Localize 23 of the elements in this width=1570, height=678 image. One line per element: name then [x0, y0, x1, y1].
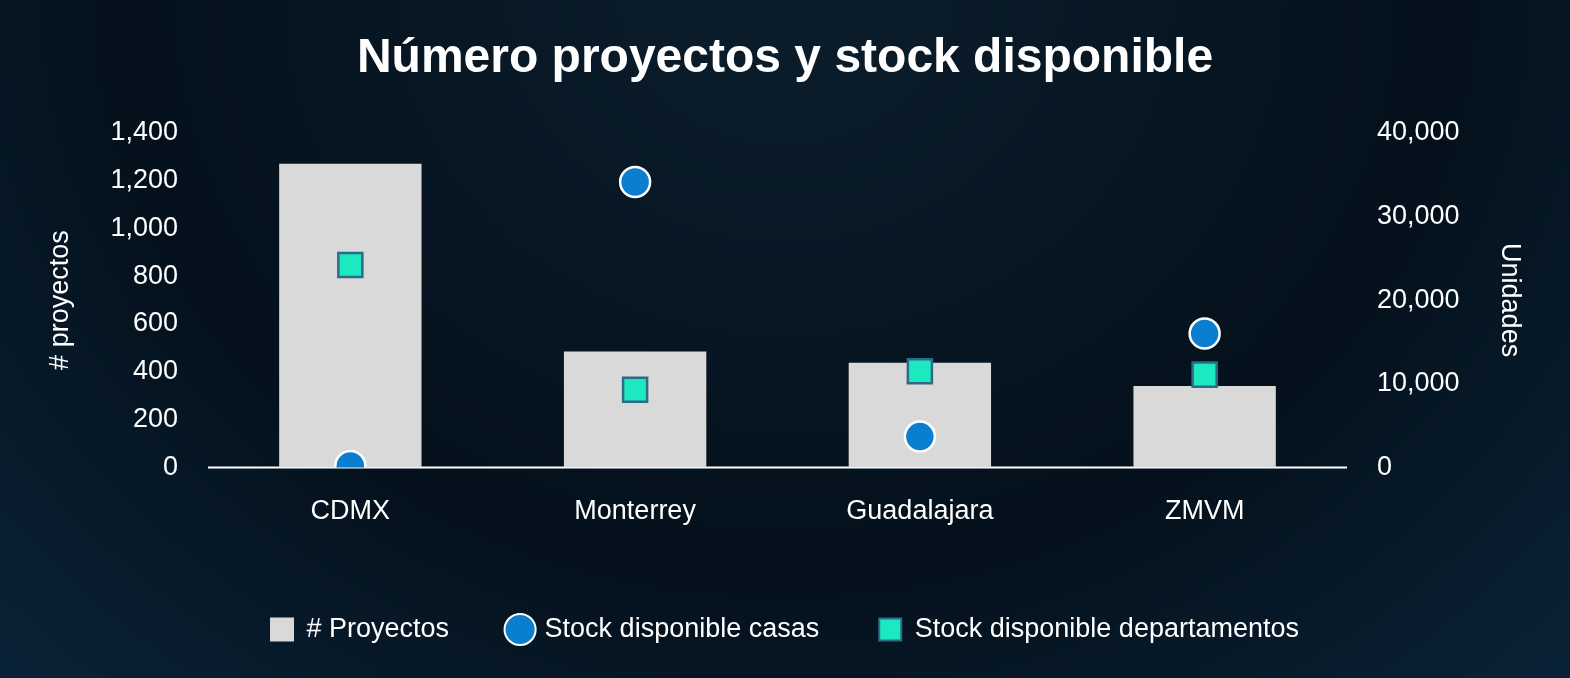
y-tick-label: 400	[132, 355, 178, 386]
legend-label: Stock disponible departamentos	[914, 612, 1299, 643]
y-tick-label: 200	[132, 403, 178, 434]
y2-tick-label: 30,000	[1377, 199, 1460, 230]
x-tick-label: Monterrey	[574, 495, 697, 526]
legend-label: # Proyectos	[306, 612, 450, 643]
y-tick-label: 1,200	[110, 163, 178, 194]
x-tick-label: Guadalajara	[846, 495, 995, 526]
y-tick-label: 800	[132, 259, 178, 290]
y2-tick-label: 0	[1377, 451, 1393, 482]
y-tick-label: 1,400	[110, 116, 178, 147]
y-tick-label: 0	[162, 451, 178, 482]
y2-axis-title: Unidades	[1496, 243, 1527, 358]
y2-tick-label: 40,000	[1377, 116, 1460, 147]
y-tick-label: 600	[132, 307, 178, 338]
y2-tick-label: 20,000	[1377, 283, 1460, 314]
chart-title: Número proyectos y stock disponible	[356, 29, 1214, 83]
legend-label: Stock disponible casas	[544, 612, 820, 643]
x-tick-label: CDMX	[310, 495, 391, 526]
y-axis-title: # proyectos	[43, 230, 74, 370]
y-tick-label: 1,000	[110, 211, 178, 242]
y2-tick-label: 10,000	[1377, 367, 1460, 398]
x-tick-label: ZMVM	[1164, 495, 1245, 526]
